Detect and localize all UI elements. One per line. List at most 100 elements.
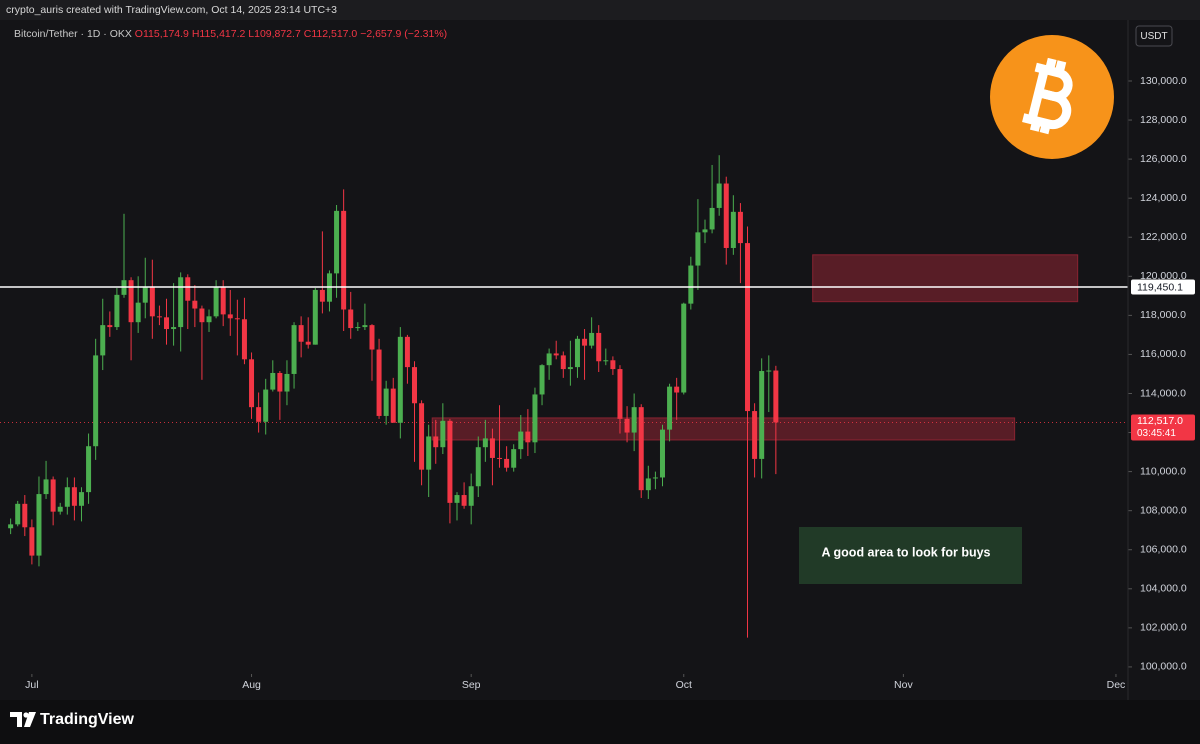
candle-body [582, 338, 588, 346]
y-tick-label: 126,000.0 [1140, 153, 1187, 165]
candle-body [362, 325, 368, 328]
candle-body [497, 457, 503, 459]
candle-body [766, 370, 772, 372]
y-tick-label: 118,000.0 [1140, 309, 1186, 321]
candle-body [142, 287, 148, 303]
candle-body [86, 446, 92, 493]
candle-body [135, 302, 141, 323]
candle-body [213, 287, 219, 317]
candle-body [263, 389, 269, 422]
candle-body [759, 371, 765, 459]
legend-symbol: Bitcoin/Tether · 1D · OKX [14, 28, 132, 40]
candle-body [93, 355, 99, 447]
candle-body [667, 386, 673, 430]
candle-body [171, 327, 177, 330]
candle-body [15, 503, 21, 525]
candle-body [249, 359, 255, 408]
candle-body [525, 431, 531, 443]
candle-body [539, 365, 545, 395]
candle-body [178, 277, 184, 328]
candle-body [745, 243, 751, 412]
last-price-box [1131, 414, 1195, 441]
candle-body [29, 527, 35, 556]
candle-body [284, 373, 290, 392]
ohlc-legend: Bitcoin/Tether · 1D · OKX O115,174.9 H11… [14, 28, 447, 40]
candle-body [43, 479, 49, 495]
legend-open: O115,174.9 [135, 28, 189, 40]
candle-body [390, 388, 396, 423]
candle-body [312, 289, 318, 345]
x-tick-label: Oct [676, 679, 692, 691]
candle-body [567, 367, 573, 370]
candle-body [107, 325, 113, 328]
candle-body [532, 394, 538, 443]
candle-body [737, 211, 743, 244]
logo-glyph [1022, 57, 1073, 135]
candle-body [149, 287, 155, 317]
candle-body [156, 316, 162, 318]
candle-body [716, 183, 722, 208]
y-tick-label: 128,000.0 [1140, 114, 1187, 126]
candle-body [553, 353, 559, 356]
y-tick-label: 122,000.0 [1140, 231, 1187, 243]
candle-body [638, 407, 644, 491]
annotation-text: A good area to look for buys [822, 545, 991, 559]
y-tick-label: 110,000.0 [1140, 465, 1186, 477]
x-tick-label: Jul [25, 679, 38, 691]
candle-body [348, 309, 354, 329]
candle-body [164, 317, 170, 330]
candle-body [227, 314, 233, 319]
candle-body [64, 487, 70, 507]
y-tick-label: 124,000.0 [1140, 192, 1187, 204]
candle-body [659, 429, 665, 478]
candle-body [319, 289, 325, 302]
x-tick-label: Sep [462, 679, 481, 691]
candle-body [426, 436, 432, 470]
brand-icon [10, 712, 36, 727]
candle-body [291, 325, 297, 374]
candle-body [468, 486, 474, 506]
candle-body [489, 438, 495, 458]
footer-bar [0, 700, 1200, 744]
y-tick-label: 130,000.0 [1140, 75, 1187, 87]
candle-body [596, 332, 602, 362]
candle-body [298, 325, 304, 342]
candle-body [589, 332, 595, 346]
candle-body [397, 336, 403, 423]
x-tick-label: Aug [242, 679, 261, 691]
y-tick-label: 116,000.0 [1140, 348, 1186, 360]
candle-body [752, 411, 758, 459]
candle-body [624, 418, 630, 433]
candle-body [100, 325, 106, 356]
candle-body [50, 479, 56, 512]
candle-body [447, 420, 453, 503]
legend-close: C112,517.0 [304, 28, 358, 40]
y-tick-label: 120,000.0 [1140, 270, 1187, 282]
candle-body [199, 308, 205, 323]
header-bar [0, 0, 1200, 20]
candle-body [78, 492, 84, 506]
y-tick-label: 106,000.0 [1140, 544, 1187, 556]
x-tick-label: Nov [894, 679, 913, 691]
candle-body [256, 407, 262, 422]
y-tick-label: 102,000.0 [1140, 622, 1187, 634]
candle-body [475, 447, 481, 487]
candle-body [404, 336, 410, 368]
bitcoin-logo [990, 35, 1114, 159]
candle-body [234, 318, 240, 320]
last-price-label: 112,517.0 [1137, 415, 1183, 427]
candle-body [773, 370, 779, 423]
candle-body [511, 449, 517, 468]
candle-body [369, 325, 375, 350]
y-tick-label: 108,000.0 [1140, 504, 1187, 516]
candle-body [419, 403, 425, 470]
candle-body [681, 303, 687, 393]
candle-body [574, 338, 580, 368]
annotation-box [799, 527, 1022, 584]
candle-body [652, 477, 658, 479]
candle-body [695, 232, 701, 266]
candle-body [617, 369, 623, 419]
level-label-box [1131, 279, 1195, 295]
candle-body [192, 300, 198, 309]
candle-body [709, 207, 715, 230]
